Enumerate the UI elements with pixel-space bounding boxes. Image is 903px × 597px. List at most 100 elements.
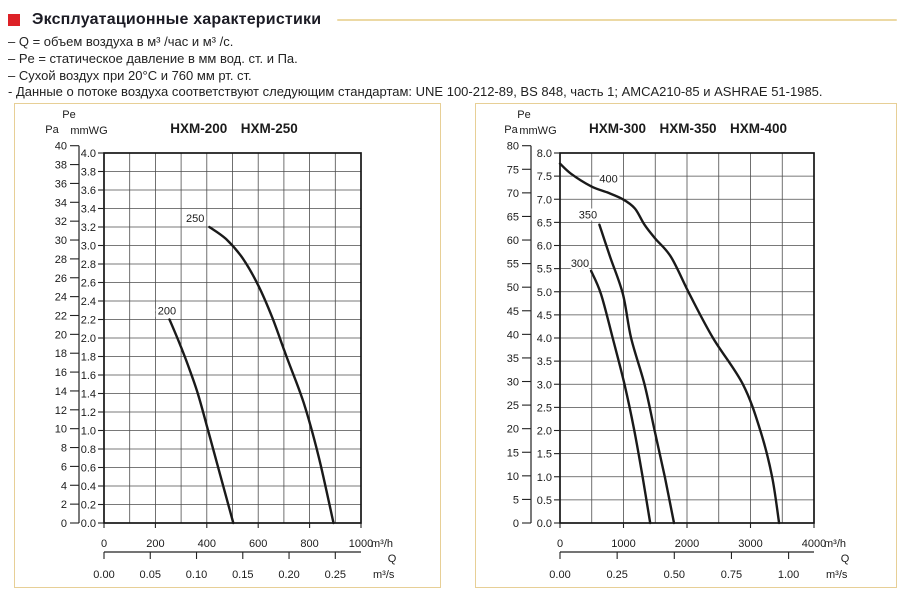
svg-text:60: 60 bbox=[507, 235, 519, 247]
svg-text:3.0: 3.0 bbox=[537, 379, 552, 391]
svg-text:0.10: 0.10 bbox=[186, 569, 207, 581]
chart-panel-hxm-200-250: 0.0 0.2 0.4 0.6 0.8 1.0 1.2 1.4 1.6 1.8 2.0 2.2 2.4 2… bbox=[14, 103, 441, 588]
svg-text:7.0: 7.0 bbox=[537, 194, 552, 206]
svg-text:4.0: 4.0 bbox=[81, 148, 96, 160]
svg-text:25: 25 bbox=[507, 400, 519, 412]
svg-text:0: 0 bbox=[61, 518, 67, 530]
svg-text:0.25: 0.25 bbox=[325, 569, 346, 581]
section-title: Эксплуатационные характеристики bbox=[32, 11, 322, 28]
note-line: – Pe = статическое давление в мм вод. ст… bbox=[8, 50, 298, 66]
svg-text:2.4: 2.4 bbox=[81, 296, 96, 308]
svg-text:0.2: 0.2 bbox=[81, 500, 96, 512]
svg-text:0.8: 0.8 bbox=[81, 444, 96, 456]
svg-text:38: 38 bbox=[55, 160, 67, 172]
svg-text:2.2: 2.2 bbox=[81, 315, 96, 327]
svg-text:1.4: 1.4 bbox=[81, 389, 96, 401]
svg-text:1.2: 1.2 bbox=[81, 407, 96, 419]
svg-text:80: 80 bbox=[507, 141, 519, 153]
svg-text:mmWG: mmWG bbox=[70, 125, 107, 137]
svg-text:8: 8 bbox=[61, 443, 67, 455]
svg-text:3.0: 3.0 bbox=[81, 241, 96, 253]
svg-text:30: 30 bbox=[507, 377, 519, 389]
svg-text:Q: Q bbox=[388, 553, 397, 565]
svg-text:0.50: 0.50 bbox=[664, 569, 685, 581]
svg-text:45: 45 bbox=[507, 306, 519, 318]
svg-text:m³/s: m³/s bbox=[373, 569, 395, 581]
svg-text:6: 6 bbox=[61, 461, 67, 473]
curve-400 bbox=[558, 162, 781, 525]
svg-text:28: 28 bbox=[55, 254, 67, 266]
svg-text:3.8: 3.8 bbox=[81, 167, 96, 179]
svg-text:20: 20 bbox=[55, 329, 67, 341]
section-header: Эксплуатационные характеристики bbox=[8, 8, 897, 32]
svg-text:5.0: 5.0 bbox=[537, 287, 552, 299]
svg-text:0.0: 0.0 bbox=[81, 518, 96, 530]
svg-text:12: 12 bbox=[55, 405, 67, 417]
svg-text:mmWG: mmWG bbox=[519, 125, 556, 137]
svg-text:1000: 1000 bbox=[349, 538, 373, 550]
svg-text:30: 30 bbox=[55, 235, 67, 247]
svg-text:5.5: 5.5 bbox=[537, 264, 552, 276]
svg-text:2.6: 2.6 bbox=[81, 278, 96, 290]
svg-text:2.0: 2.0 bbox=[537, 426, 552, 438]
svg-text:2000: 2000 bbox=[675, 538, 699, 550]
svg-text:0.00: 0.00 bbox=[549, 569, 570, 581]
svg-text:2.8: 2.8 bbox=[81, 259, 96, 271]
svg-text:1.0: 1.0 bbox=[81, 426, 96, 438]
svg-text:400: 400 bbox=[198, 538, 216, 550]
svg-text:65: 65 bbox=[507, 211, 519, 223]
svg-text:Q: Q bbox=[841, 553, 850, 565]
svg-text:800: 800 bbox=[300, 538, 318, 550]
svg-text:34: 34 bbox=[55, 197, 67, 209]
note-line: – Сухой воздух при 20°C и 760 мм рт. ст. bbox=[8, 67, 252, 83]
svg-text:2: 2 bbox=[61, 499, 67, 511]
svg-text:10: 10 bbox=[507, 471, 519, 483]
svg-text:1.6: 1.6 bbox=[81, 370, 96, 382]
svg-text:55: 55 bbox=[507, 259, 519, 271]
svg-text:3.4: 3.4 bbox=[81, 204, 96, 216]
curve-label-300: 300 bbox=[571, 258, 589, 270]
svg-text:5: 5 bbox=[513, 494, 519, 506]
svg-text:0.20: 0.20 bbox=[278, 569, 299, 581]
svg-text:2.5: 2.5 bbox=[537, 402, 552, 414]
curve-250 bbox=[208, 225, 335, 525]
svg-text:35: 35 bbox=[507, 353, 519, 365]
curve-300 bbox=[589, 269, 652, 525]
svg-text:1.8: 1.8 bbox=[81, 352, 96, 364]
svg-text:8.0: 8.0 bbox=[537, 148, 552, 160]
svg-text:4.5: 4.5 bbox=[537, 310, 552, 322]
svg-text:32: 32 bbox=[55, 216, 67, 228]
curve-label-200: 200 bbox=[158, 305, 176, 317]
svg-text:75: 75 bbox=[507, 164, 519, 176]
svg-text:3.2: 3.2 bbox=[81, 222, 96, 234]
svg-text:22: 22 bbox=[55, 310, 67, 322]
notes-list: – Q = объем воздуха в м³ /час и м³ /с. –… bbox=[8, 34, 823, 101]
svg-text:0: 0 bbox=[513, 518, 519, 530]
svg-text:3.5: 3.5 bbox=[537, 356, 552, 368]
note-line: - Данные о потоке воздуха соответствуют … bbox=[8, 84, 823, 100]
svg-text:7.5: 7.5 bbox=[537, 171, 552, 183]
svg-text:0.15: 0.15 bbox=[232, 569, 253, 581]
svg-text:70: 70 bbox=[507, 188, 519, 200]
svg-text:15: 15 bbox=[507, 447, 519, 459]
svg-text:m³/h: m³/h bbox=[371, 538, 393, 550]
svg-text:36: 36 bbox=[55, 178, 67, 190]
svg-text:0.0: 0.0 bbox=[537, 518, 552, 530]
svg-text:0: 0 bbox=[557, 538, 563, 550]
svg-text:40: 40 bbox=[55, 141, 67, 153]
curve-350 bbox=[598, 223, 676, 525]
svg-text:3.6: 3.6 bbox=[81, 185, 96, 197]
curve-label-250: 250 bbox=[186, 213, 204, 225]
curve-label-350: 350 bbox=[579, 210, 597, 222]
svg-text:1.0: 1.0 bbox=[537, 472, 552, 484]
svg-text:200: 200 bbox=[146, 538, 164, 550]
svg-text:0.00: 0.00 bbox=[93, 569, 114, 581]
svg-text:0.6: 0.6 bbox=[81, 463, 96, 475]
svg-text:1000: 1000 bbox=[611, 538, 635, 550]
svg-text:40: 40 bbox=[507, 329, 519, 341]
svg-text:4: 4 bbox=[61, 480, 67, 492]
section-bullet-icon bbox=[8, 14, 20, 26]
svg-text:0.5: 0.5 bbox=[537, 495, 552, 507]
svg-text:16: 16 bbox=[55, 367, 67, 379]
